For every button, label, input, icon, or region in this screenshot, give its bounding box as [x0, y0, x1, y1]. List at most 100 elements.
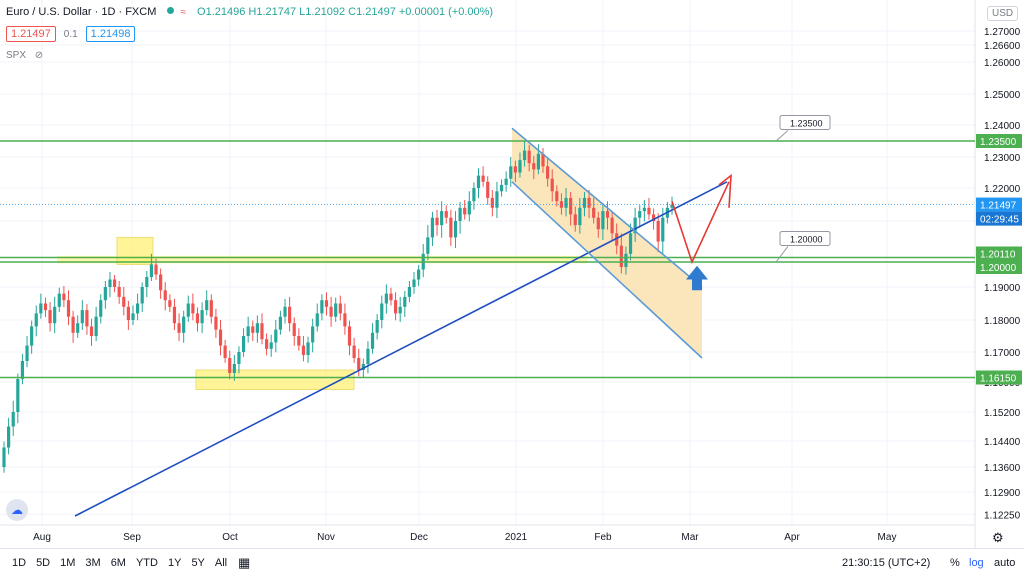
range-1y[interactable]: 1Y	[167, 557, 182, 569]
candle	[292, 323, 296, 336]
channel-lower	[511, 181, 703, 359]
candle	[509, 166, 513, 179]
price-chart[interactable]: 1.27000 1.26600 1.26000 1.25000 1.24000 1.230…	[0, 0, 1024, 548]
candle	[94, 316, 98, 336]
candle	[476, 175, 481, 188]
range-selector: 1D 5D 1M 3M 6M YTD 1Y 5Y All	[12, 557, 227, 569]
candle	[34, 313, 38, 327]
candle	[136, 303, 140, 314]
level-annotations: 1.23500 1.20000	[775, 114, 831, 263]
y-tick-label: 1.14400	[984, 437, 1021, 448]
candle	[246, 326, 250, 336]
auto-toggle[interactable]: auto	[994, 557, 1016, 569]
range-ytd[interactable]: YTD	[135, 557, 158, 569]
candle	[278, 316, 283, 330]
candle	[131, 313, 135, 320]
candle	[569, 197, 573, 215]
candle	[435, 217, 439, 226]
y-tick-label: 1.23000	[984, 153, 1021, 164]
price-label: 1.16150	[980, 374, 1017, 385]
candle	[601, 211, 605, 230]
price-label-bg	[976, 197, 1022, 212]
candle	[255, 323, 259, 333]
candle	[53, 306, 57, 324]
range-5d[interactable]: 5D	[36, 557, 51, 569]
calendar-icon[interactable]: ▦	[238, 555, 251, 570]
symbol-legend: Euro / U.S. Dollar · 1D · FXCM ≈ O1.2149…	[6, 6, 493, 18]
range-1d[interactable]: 1D	[12, 557, 27, 569]
candle	[145, 277, 149, 287]
candle	[11, 412, 15, 427]
candle	[320, 300, 324, 314]
candle	[30, 326, 34, 346]
candle	[334, 303, 338, 317]
indicator-row: SPX ⊘	[6, 50, 43, 61]
candle	[651, 214, 656, 221]
highlight-zones	[57, 128, 702, 390]
candle	[99, 300, 103, 317]
candle	[2, 447, 6, 467]
candle	[228, 358, 232, 373]
candle	[384, 293, 388, 304]
candle	[467, 201, 471, 215]
candle	[596, 217, 600, 230]
candle	[39, 303, 43, 314]
y-tick-label: 1.18000	[984, 316, 1021, 327]
y-tick-label: 1.22000	[984, 184, 1021, 195]
eye-off-icon[interactable]: ⊘	[34, 50, 44, 61]
clock-readout[interactable]: 21:30:15 (UTC+2)	[842, 557, 931, 569]
bottom-toolbar: 1D 5D 1M 3M 6M YTD 1Y 5Y All ▦ 21:30:15 (UTC+2) …	[0, 548, 1024, 577]
range-1m[interactable]: 1M	[60, 557, 76, 569]
trend-drawings	[0, 127, 975, 517]
channel-upper	[511, 127, 703, 288]
candle	[76, 323, 80, 333]
y-tick-label: 1.12900	[984, 488, 1021, 499]
symbol-title[interactable]: Euro / U.S. Dollar · 1D · FXCM	[6, 6, 157, 18]
log-toggle[interactable]: log	[969, 557, 984, 569]
gear-icon[interactable]: ⚙	[992, 530, 1004, 545]
range-6m[interactable]: 6M	[110, 557, 126, 569]
x-tick-label: Feb	[594, 532, 612, 543]
candle	[264, 339, 269, 349]
candle	[71, 316, 75, 333]
price-label-bg	[976, 211, 1022, 226]
x-tick-label: May	[878, 532, 897, 543]
indicator-label[interactable]: SPX	[6, 50, 27, 61]
candle	[670, 204, 674, 208]
range-5y[interactable]: 5Y	[191, 557, 205, 569]
callout-leader	[775, 246, 789, 263]
candle	[546, 166, 550, 179]
candle	[237, 352, 241, 364]
compare-icon[interactable]: ≈	[180, 7, 186, 18]
candle	[172, 306, 177, 324]
candle	[297, 336, 301, 346]
price-label-bg	[976, 370, 1022, 385]
candle	[564, 197, 568, 208]
candle	[499, 184, 504, 192]
tradingview-logo-icon[interactable]: ☁	[6, 499, 28, 521]
range-all[interactable]: All	[214, 557, 228, 569]
candle	[541, 153, 545, 167]
candle	[527, 150, 531, 164]
candle	[582, 197, 587, 208]
candle	[200, 310, 204, 324]
candle	[440, 211, 444, 226]
sell-button[interactable]: 1.21497	[6, 26, 56, 42]
buy-button[interactable]: 1.21498	[85, 26, 136, 42]
candle	[89, 326, 94, 336]
candle	[555, 191, 559, 202]
price-label-bg	[976, 246, 1022, 261]
range-3m[interactable]: 3M	[85, 557, 101, 569]
candle	[85, 310, 89, 327]
spread-value: 0.1	[63, 28, 78, 40]
x-tick-label: Nov	[317, 532, 335, 543]
candle	[159, 274, 163, 291]
currency-button[interactable]: USD	[987, 6, 1019, 21]
y-tick-label: 1.12250	[984, 510, 1021, 521]
candle	[550, 178, 554, 192]
candle	[48, 310, 52, 324]
candle	[140, 287, 144, 304]
x-tick-label: Dec	[410, 532, 428, 543]
percent-toggle[interactable]: %	[950, 557, 960, 569]
candle	[495, 191, 499, 208]
